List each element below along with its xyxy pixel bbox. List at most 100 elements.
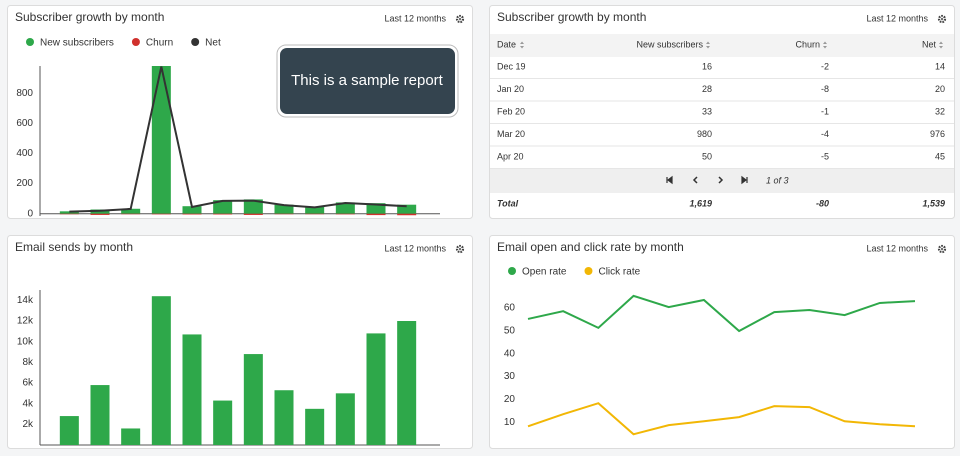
- bar: [366, 333, 386, 445]
- legend-marker: [508, 267, 516, 275]
- y-tick-label: 600: [16, 118, 33, 129]
- bar: [243, 213, 263, 215]
- y-tick-label: 2k: [22, 419, 34, 430]
- legend-label[interactable]: Click rate: [598, 267, 640, 278]
- table-cell: -5: [821, 151, 829, 161]
- bar: [366, 203, 386, 214]
- total-cell: 1,619: [689, 198, 712, 208]
- bar: [151, 66, 171, 214]
- bar: [121, 213, 141, 215]
- bar: [335, 202, 355, 214]
- column-header[interactable]: Date: [497, 39, 516, 49]
- y-tick-label: 60: [504, 303, 516, 314]
- table-cell: Jan 20: [497, 84, 524, 94]
- bar: [121, 428, 141, 445]
- bar: [151, 296, 171, 445]
- column-header[interactable]: Churn: [795, 39, 820, 49]
- y-tick-label: 20: [504, 394, 516, 405]
- legend-marker: [131, 38, 140, 46]
- legend-label[interactable]: Net: [205, 38, 221, 49]
- bar: [90, 213, 110, 215]
- panel: [489, 5, 955, 219]
- settings-icon-hub: [459, 18, 461, 20]
- y-tick-label: 0: [27, 208, 33, 219]
- sort-icon: [520, 41, 525, 49]
- bar: [305, 408, 325, 445]
- table-cell: 980: [697, 129, 712, 139]
- table-cell: 28: [702, 84, 712, 94]
- bar: [213, 400, 233, 445]
- column-header[interactable]: Net: [922, 39, 937, 49]
- range-label[interactable]: Last 12 months: [866, 13, 928, 23]
- panel-title: Email open and click rate by month: [497, 240, 684, 254]
- bar: [59, 213, 79, 215]
- y-tick-label: 10k: [17, 336, 34, 347]
- bar: [182, 206, 202, 214]
- bar: [366, 213, 386, 216]
- line: [527, 402, 916, 436]
- y-tick-label: 40: [504, 348, 516, 359]
- legend-label[interactable]: Open rate: [522, 267, 567, 278]
- table-cell: Mar 20: [497, 129, 525, 139]
- line: [69, 66, 407, 213]
- bar: [274, 390, 294, 445]
- table-cell: Dec 19: [497, 61, 526, 71]
- table-cell: 14: [935, 61, 945, 71]
- bar: [151, 213, 171, 215]
- y-tick-label: 400: [16, 148, 33, 159]
- legend-label[interactable]: New subscribers: [40, 38, 114, 49]
- settings-icon-hub: [941, 18, 943, 20]
- legend-label[interactable]: Churn: [146, 38, 173, 49]
- bar: [335, 393, 355, 445]
- bar: [59, 416, 79, 445]
- settings-icon[interactable]: [937, 14, 947, 24]
- table-cell: 976: [930, 129, 945, 139]
- range-label[interactable]: Last 12 months: [384, 243, 446, 253]
- settings-icon[interactable]: [455, 244, 465, 254]
- bar: [213, 213, 233, 215]
- sort-icon: [939, 41, 943, 49]
- table-cell: Apr 20: [497, 151, 524, 161]
- annotation-box: [280, 48, 455, 114]
- table-cell: 20: [935, 84, 945, 94]
- y-tick-label: 8k: [22, 357, 34, 368]
- settings-icon-hub: [459, 248, 461, 250]
- y-tick-label: 50: [504, 325, 516, 336]
- bar: [305, 206, 325, 214]
- bar: [274, 213, 294, 215]
- line: [527, 294, 916, 333]
- bar: [397, 321, 417, 445]
- bar: [335, 213, 355, 215]
- bar: [59, 211, 79, 214]
- range-label[interactable]: Last 12 months: [866, 243, 928, 253]
- annotation-text: This is a sample report: [291, 72, 444, 89]
- legend-marker: [191, 38, 200, 46]
- pagination-icons[interactable]: [666, 175, 748, 185]
- y-tick-label: 12k: [17, 316, 34, 327]
- total-cell: -80: [816, 198, 829, 208]
- settings-icon[interactable]: [455, 14, 465, 24]
- table-cell: -1: [821, 106, 829, 116]
- panel-title: Subscriber growth by month: [497, 10, 646, 24]
- legend-marker: [584, 267, 593, 275]
- table: Date New subscribers Churn Net Dec 19 16 -2 14 J…: [490, 39, 954, 208]
- sort-icon: [823, 41, 827, 49]
- bar: [243, 199, 263, 214]
- panel-title: Subscriber growth by month: [15, 10, 164, 24]
- panel: [489, 235, 955, 449]
- settings-icon[interactable]: [937, 244, 947, 254]
- table-cell: -4: [821, 129, 829, 139]
- y-tick-label: 200: [16, 178, 33, 189]
- y-tick-label: 4k: [22, 398, 34, 409]
- range-label[interactable]: Last 12 months: [384, 13, 446, 23]
- column-header[interactable]: New subscribers: [636, 39, 703, 49]
- y-tick-label: 6k: [22, 378, 34, 389]
- bar: [397, 213, 417, 216]
- bar: [397, 204, 417, 214]
- y-tick-label: 10: [504, 417, 516, 428]
- bar: [305, 213, 325, 215]
- bar: [182, 334, 202, 445]
- panel: [7, 235, 473, 449]
- table-cell: 16: [702, 61, 712, 71]
- y-tick-label: 14k: [17, 295, 34, 306]
